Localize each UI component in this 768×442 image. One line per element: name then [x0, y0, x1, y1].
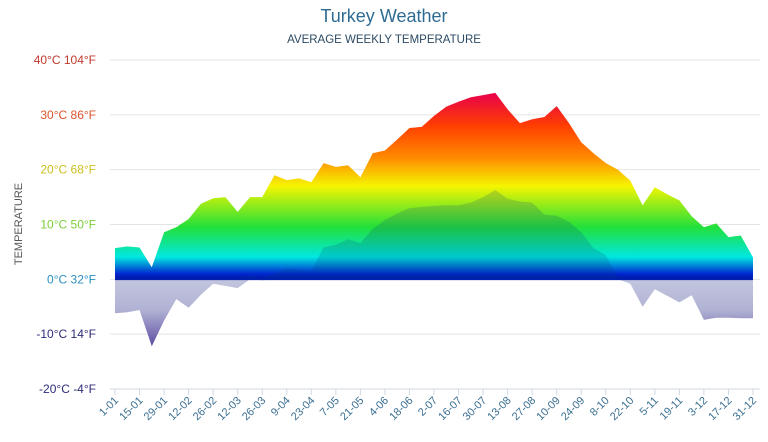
x-tick-label: 23-04 [289, 395, 317, 423]
y-tick-label: 0°C 32°F [47, 272, 96, 286]
x-tick-label: 12-02 [166, 395, 194, 423]
y-tick-label: -20°C -4°F [39, 382, 96, 396]
y-tick-label: 10°C 50°F [40, 218, 96, 232]
x-tick-label: 30-07 [461, 395, 489, 423]
x-tick-label: 12-03 [215, 395, 243, 423]
y-tick-label: 30°C 86°F [40, 108, 96, 122]
x-tick-label: 13-08 [485, 395, 513, 423]
max-temperature-area [115, 92, 753, 280]
x-tick-label: 21-05 [338, 395, 366, 423]
x-tick-label: 29-01 [142, 395, 170, 423]
below-zero-area [115, 279, 753, 347]
x-tick-label: 22-10 [608, 395, 636, 423]
x-tick-label: 15-01 [117, 395, 145, 423]
chart-title: Turkey Weather [320, 6, 448, 26]
y-tick-label: 40°C 104°F [34, 53, 96, 67]
x-tick-label: 26-02 [191, 395, 219, 423]
x-tick-label: 10-09 [534, 395, 562, 423]
x-tick-label: 18-06 [387, 395, 415, 423]
x-tick-label: 27-08 [510, 395, 538, 423]
x-tick-label: 31-12 [731, 395, 759, 423]
y-axis-title: TEMPERATURE [13, 183, 25, 265]
x-tick-label: 16-07 [436, 395, 464, 423]
x-tick-label: 19-11 [658, 395, 686, 423]
min-temperature-area [115, 190, 753, 280]
y-tick-label: -10°C 14°F [36, 327, 96, 341]
chart-subtitle: AVERAGE WEEKLY TEMPERATURE [287, 34, 481, 46]
x-tick-label: 26-03 [240, 395, 268, 423]
x-tick-label: 24-09 [559, 395, 587, 423]
y-tick-label: 20°C 68°F [40, 163, 96, 177]
x-tick-label: 17-12 [706, 395, 734, 423]
